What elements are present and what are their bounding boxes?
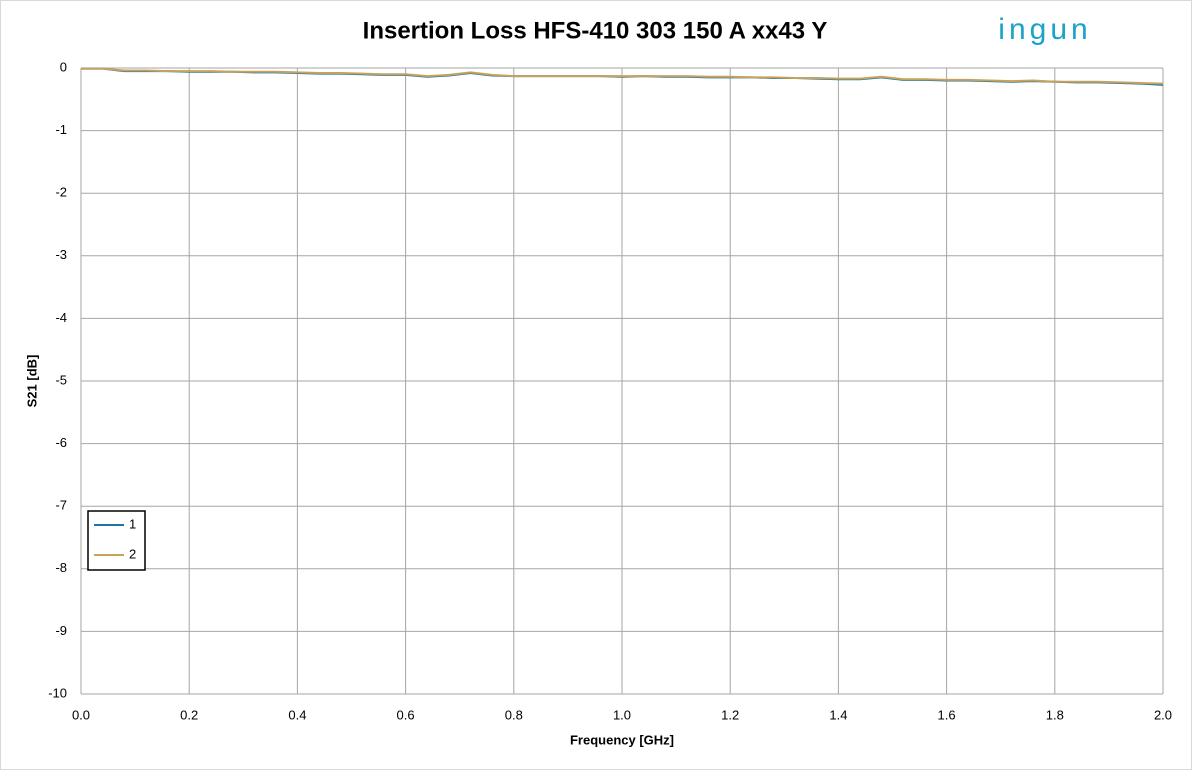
x-tick-label: 1.8 bbox=[1046, 707, 1064, 722]
legend-label: 1 bbox=[129, 516, 136, 531]
logo: ingun bbox=[998, 13, 1091, 46]
x-tick-label: 1.4 bbox=[829, 707, 847, 722]
x-tick-label: 1.6 bbox=[938, 707, 956, 722]
series-line bbox=[81, 67, 1164, 85]
legend-box bbox=[87, 510, 146, 571]
y-tick-label: -7 bbox=[55, 498, 67, 513]
x-tick-label: 1.2 bbox=[721, 707, 739, 722]
x-tick-label: 1.0 bbox=[613, 707, 631, 722]
x-tick-label: 0.8 bbox=[505, 707, 523, 722]
y-tick-label: -3 bbox=[55, 247, 67, 262]
x-tick-label: 0.4 bbox=[288, 707, 306, 722]
y-tick-label: 0 bbox=[60, 59, 67, 74]
x-tick-label: 2.0 bbox=[1154, 707, 1172, 722]
legend-label: 2 bbox=[129, 546, 136, 561]
y-tick-label: -2 bbox=[55, 185, 67, 200]
y-tick-label: -6 bbox=[55, 435, 67, 450]
x-tick-label: 0.2 bbox=[180, 707, 198, 722]
y-tick-label: -8 bbox=[55, 560, 67, 575]
x-tick-label: 0.0 bbox=[72, 707, 90, 722]
x-axis-label: Frequency [GHz] bbox=[570, 732, 674, 747]
x-tick-label: 0.6 bbox=[397, 707, 415, 722]
y-tick-label: -4 bbox=[55, 310, 67, 325]
y-tick-label: -10 bbox=[48, 685, 67, 700]
y-tick-label: -1 bbox=[55, 122, 67, 137]
y-axis-label: S21 [dB] bbox=[24, 355, 39, 408]
y-tick-label: -5 bbox=[55, 372, 67, 387]
y-tick-label: -9 bbox=[55, 623, 67, 638]
chart-title: Insertion Loss HFS-410 303 150 A xx43 Y bbox=[363, 17, 828, 44]
